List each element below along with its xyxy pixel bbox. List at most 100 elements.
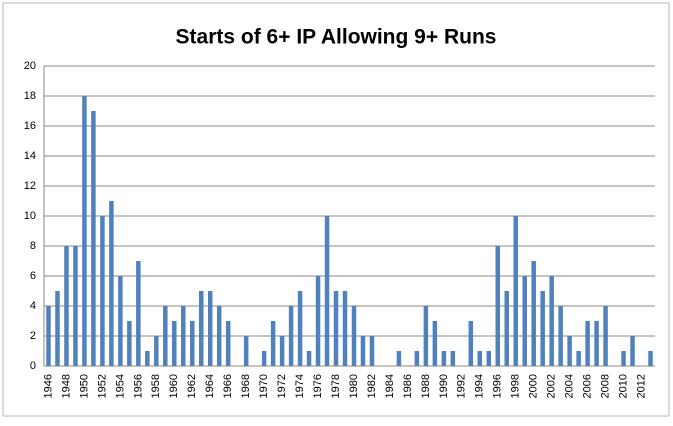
x-tick-label: 2006 [582,374,594,398]
bar [190,321,195,366]
bar [621,351,626,366]
bar [567,336,572,366]
x-tick-label: 1980 [348,374,360,398]
y-tick-label: 20 [24,60,36,72]
bar [333,291,339,366]
bar [540,291,545,366]
bar [181,306,186,366]
bar [243,336,249,366]
y-tick-label: 4 [30,300,36,312]
x-tick-label: 1968 [240,374,252,398]
bar [468,321,474,366]
bar [369,336,375,366]
x-tick-label: 1994 [474,374,486,398]
bar [504,291,509,366]
x-tick-label: 1958 [150,374,162,398]
bar [100,216,105,366]
x-tick-label: 1978 [330,374,342,398]
bar [558,306,563,366]
bar [225,321,231,366]
bar [198,291,204,366]
bar [432,321,438,366]
bar [648,351,653,366]
x-tick-label: 1952 [96,374,108,398]
bar [351,306,357,366]
x-tick-label: 1970 [258,374,270,398]
x-tick-label: 2012 [635,374,647,398]
x-tick-label: 1992 [456,374,468,398]
bar [594,321,599,366]
x-tick-label: 1998 [510,374,522,398]
bar [64,246,69,366]
bar [315,276,321,366]
x-tick-label: 1966 [222,374,234,398]
bar [585,321,590,366]
bar [82,96,87,366]
bar [136,261,141,366]
y-tick-label: 14 [24,150,36,162]
bar [630,336,635,366]
bar [216,306,222,366]
bar [261,351,267,366]
bar [531,261,536,366]
bar [486,351,492,366]
x-tick-label: 2000 [528,374,540,398]
bar [172,321,177,366]
bar [603,306,608,366]
x-tick-label: 1982 [366,374,378,398]
x-tick-label: 1972 [276,374,288,398]
chart-title: Starts of 6+ IP Allowing 9+ Runs [176,26,497,49]
bar [306,351,312,366]
bar [297,291,303,366]
bar [450,351,456,366]
x-tick-label: 1962 [186,374,198,398]
y-tick-label: 12 [24,180,36,192]
x-tick-label: 1948 [60,374,72,398]
bar [513,216,518,366]
bar [576,351,581,366]
x-tick-label: 1950 [78,374,90,398]
x-tick-label: 1964 [204,374,216,398]
x-tick-label: 1988 [420,374,432,398]
x-tick-label: 2004 [564,374,576,398]
y-tick-label: 18 [24,90,36,102]
y-tick-label: 0 [30,360,36,372]
bar [549,276,554,366]
bar [279,336,285,366]
x-tick-label: 1984 [384,374,396,398]
x-tick-label: 1996 [492,374,504,398]
x-tick-label: 2010 [617,374,629,398]
bar [270,321,276,366]
x-tick-label: 1946 [42,374,54,398]
bar [163,306,168,366]
x-tick-label: 1976 [312,374,324,398]
bar [423,306,429,366]
x-tick-label: 1956 [132,374,144,398]
x-tick-label: 1986 [402,374,414,398]
bar [522,276,527,366]
bar [414,351,420,366]
bar [495,246,501,366]
x-tick-label: 1974 [294,374,306,398]
x-tick-label: 1954 [114,374,126,398]
bar [342,291,348,366]
bar [109,201,114,366]
bar [441,351,447,366]
y-tick-label: 10 [24,210,36,222]
bar [477,351,483,366]
y-tick-label: 16 [24,120,36,132]
x-tick-label: 2008 [599,374,611,398]
bar [127,321,132,366]
bar [145,351,150,366]
x-tick-label: 1990 [438,374,450,398]
bar [396,351,402,366]
x-tick-label: 1960 [168,374,180,398]
bar [73,246,78,366]
bar [360,336,366,366]
bar [207,291,213,366]
bar [324,216,330,366]
y-tick-label: 2 [30,330,36,342]
y-tick-label: 8 [30,240,36,252]
bar [91,111,96,366]
